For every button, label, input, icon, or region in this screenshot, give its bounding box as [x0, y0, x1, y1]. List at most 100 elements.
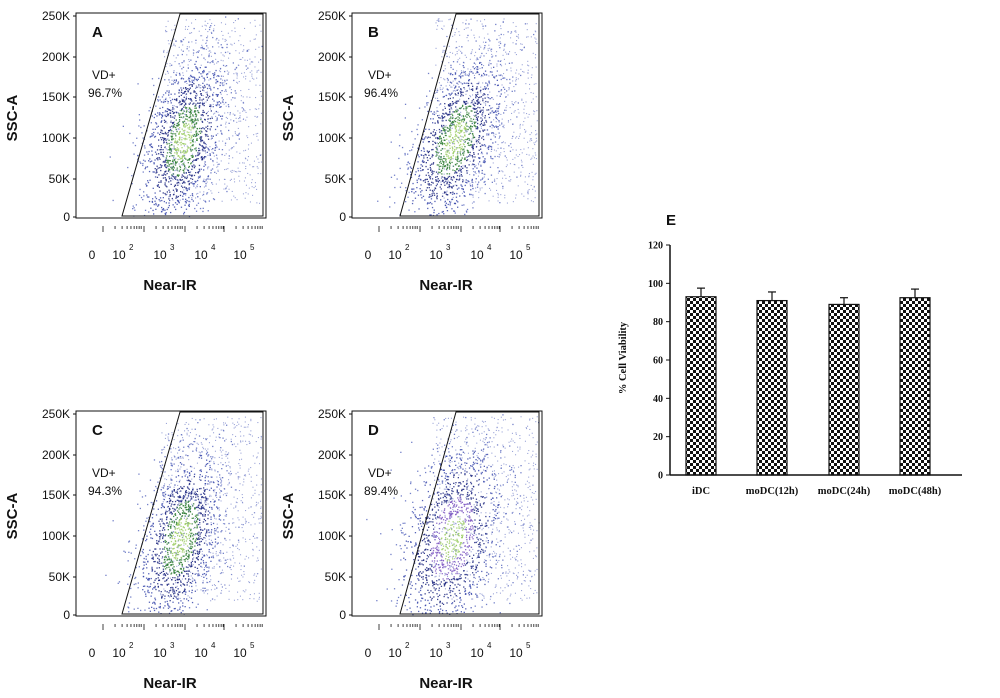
x-tick-label: 10	[112, 646, 126, 660]
y-tick-label: 0	[63, 210, 70, 224]
y-tick-label: 200K	[42, 50, 70, 64]
x-tick-label: 0	[365, 646, 372, 660]
y-tick-label: 50K	[49, 172, 70, 186]
bar-y-tick-label: 20	[653, 432, 663, 443]
y-axis-title: SSC-A	[4, 94, 21, 141]
x-tick-label: 10	[153, 646, 167, 660]
y-tick-label: 0	[339, 608, 346, 622]
bar-y-tick-label: 0	[658, 471, 663, 482]
x-axis-title: Near-IR	[143, 675, 197, 692]
bar-y-tick-label: 80	[653, 317, 663, 328]
x-tick-label: 10	[194, 248, 208, 262]
x-tick-exponent: 5	[526, 641, 531, 650]
panel-letter: A	[92, 24, 103, 41]
y-tick-label: 150K	[42, 488, 70, 502]
y-tick-label: 150K	[318, 90, 346, 104]
gate-name: VD+	[368, 68, 392, 82]
y-tick-label: 250K	[42, 9, 70, 23]
bar-y-tick-label: 40	[653, 394, 663, 405]
x-tick-label: 10	[429, 248, 443, 262]
gate-name: VD+	[92, 68, 116, 82]
x-axis-ticks	[379, 226, 538, 232]
y-tick-label: 0	[339, 210, 346, 224]
scatter-dots	[110, 16, 263, 217]
bar-y-tick-label: 120	[648, 241, 663, 252]
x-tick-label: 10	[388, 248, 402, 262]
y-tick-label: 100K	[318, 131, 346, 145]
x-tick-label: 10	[470, 646, 484, 660]
y-tick-label: 100K	[318, 529, 346, 543]
x-axis-title: Near-IR	[143, 277, 197, 294]
x-tick-label: 10	[233, 646, 247, 660]
x-tick-exponent: 4	[211, 243, 216, 252]
bar-category-label: moDC(48h)	[889, 486, 942, 497]
y-tick-label: 50K	[325, 172, 346, 186]
panel-letter-e: E	[666, 212, 676, 229]
x-tick-exponent: 5	[250, 641, 255, 650]
x-axis-ticks	[103, 226, 262, 232]
y-tick-label: 50K	[325, 570, 346, 584]
bar-y-tick-label: 60	[653, 356, 663, 367]
gate-polygon	[122, 412, 263, 614]
x-tick-label: 10	[388, 646, 402, 660]
x-tick-exponent: 2	[129, 243, 134, 252]
x-tick-exponent: 3	[170, 641, 175, 650]
y-axis-title: SSC-A	[280, 492, 297, 539]
scatter-dots	[366, 414, 539, 615]
y-tick-label: 200K	[42, 448, 70, 462]
bar	[829, 304, 859, 475]
gate-name: VD+	[92, 466, 116, 480]
bar-category-label: moDC(24h)	[818, 486, 871, 497]
x-tick-exponent: 4	[487, 641, 492, 650]
x-tick-label: 10	[153, 248, 167, 262]
panel-letter: D	[368, 422, 379, 439]
x-tick-exponent: 3	[446, 641, 451, 650]
bar	[686, 297, 716, 475]
x-tick-label: 0	[365, 248, 372, 262]
y-tick-label: 50K	[49, 570, 70, 584]
scatter-dots	[377, 18, 538, 216]
x-tick-exponent: 5	[250, 243, 255, 252]
gate-percent: 96.4%	[364, 86, 398, 100]
bar-category-label: moDC(12h)	[746, 486, 799, 497]
x-tick-label: 10	[233, 248, 247, 262]
gate-percent: 89.4%	[364, 484, 398, 498]
x-tick-exponent: 2	[405, 641, 410, 650]
panel-letter: B	[368, 24, 379, 41]
x-tick-label: 0	[89, 646, 96, 660]
x-axis-ticks	[103, 624, 262, 630]
x-tick-exponent: 3	[446, 243, 451, 252]
y-axis-title: SSC-A	[280, 94, 297, 141]
y-tick-label: 250K	[318, 407, 346, 421]
x-tick-exponent: 4	[211, 641, 216, 650]
x-tick-exponent: 2	[129, 641, 134, 650]
bar-y-axis-title: % Cell Viability	[618, 321, 629, 394]
x-axis-title: Near-IR	[419, 277, 473, 294]
plot-frame	[352, 411, 542, 616]
y-tick-label: 250K	[42, 407, 70, 421]
y-axis-title: SSC-A	[4, 492, 21, 539]
x-tick-label: 10	[112, 248, 126, 262]
x-tick-exponent: 5	[526, 243, 531, 252]
x-tick-label: 0	[89, 248, 96, 262]
y-tick-label: 200K	[318, 448, 346, 462]
panel-letter: C	[92, 422, 103, 439]
x-tick-label: 10	[509, 248, 523, 262]
bar	[900, 298, 930, 475]
x-tick-label: 10	[429, 646, 443, 660]
gate-percent: 96.7%	[88, 86, 122, 100]
y-tick-label: 150K	[318, 488, 346, 502]
gate-name: VD+	[368, 466, 392, 480]
bar-y-tick-label: 100	[648, 279, 663, 290]
y-tick-label: 0	[63, 608, 70, 622]
